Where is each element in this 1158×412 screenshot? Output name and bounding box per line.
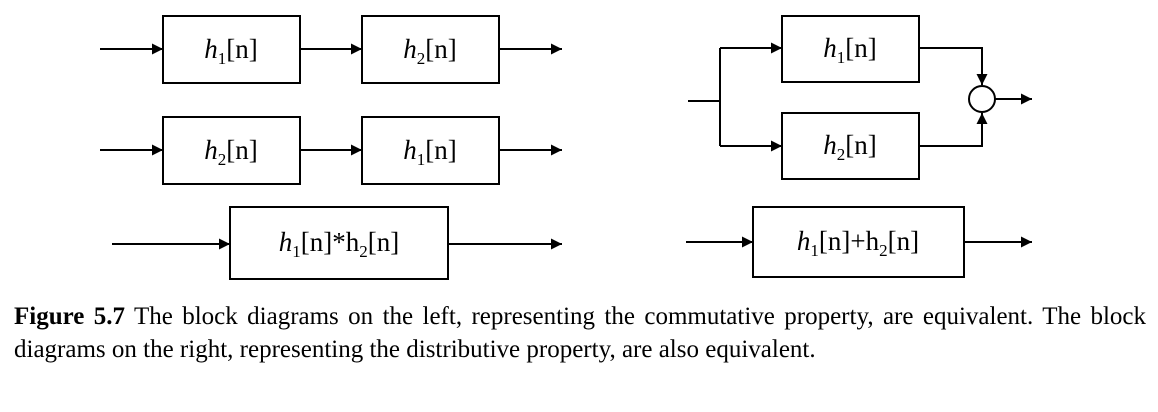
block-h2 <box>162 116 301 185</box>
commutative-convolution: h1[n]*h2[n] <box>112 206 562 280</box>
block-diagram-figure: h1[n] h2[n] h2[n] h1[n] h1[n]*h2[n] h1[n… <box>100 15 1032 280</box>
summing-junction <box>968 85 996 113</box>
block-h1-conv-h2 <box>229 206 449 280</box>
commutative-cascade-h2-h1: h2[n] h1[n] <box>100 116 562 185</box>
block-h2-label: h2[n] <box>403 34 456 68</box>
distributive-parallel: h1[n] h2[n] <box>688 15 1032 180</box>
block-h2 <box>361 15 500 84</box>
top-branch-to-adder <box>919 47 988 85</box>
block-h1-label: h1[n] <box>403 135 456 169</box>
block-h1-label: h1[n] <box>204 34 257 68</box>
block-h2-label: h2[n] <box>204 135 257 169</box>
block-h1 <box>781 15 920 83</box>
figure-caption: Figure 5.7 The block diagrams on the lef… <box>14 300 1146 366</box>
bottom-branch-to-adder <box>919 113 988 147</box>
distributive-sum: h1[n]+h2[n] <box>686 206 1032 278</box>
block-h1-conv-h2-label: h1[n]*h2[n] <box>279 227 399 261</box>
block-h2 <box>781 112 920 180</box>
caption-text: The block diagrams on the left, represen… <box>14 303 1146 363</box>
figure-label: Figure 5.7 <box>14 303 126 330</box>
block-h1-plus-h2-label: h1[n]+h2[n] <box>797 226 919 260</box>
block-h1-label: h1[n] <box>823 33 876 67</box>
block-h2-label: h2[n] <box>823 130 876 164</box>
commutative-cascade-h1-h2: h1[n] h2[n] <box>100 15 562 84</box>
